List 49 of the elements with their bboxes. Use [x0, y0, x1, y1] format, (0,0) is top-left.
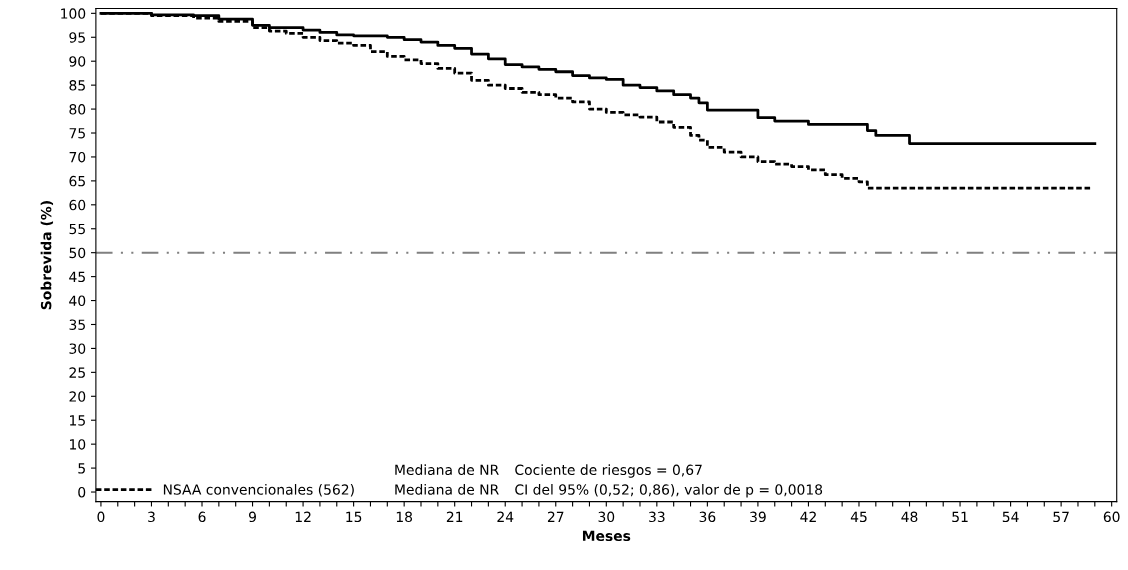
x-tick-label: 12 — [295, 511, 311, 522]
y-tick-label: 0 — [78, 486, 86, 498]
x-tick-label: 27 — [547, 511, 564, 522]
y-axis-title: Sobrevida (%) — [40, 201, 54, 310]
x-tick-label: 36 — [699, 511, 716, 523]
y-tick-label: 20 — [69, 391, 86, 402]
y-tick-label: 95 — [69, 32, 85, 43]
y-tick-label: 70 — [69, 151, 86, 163]
y-tick-label: 50 — [69, 247, 86, 259]
x-tick-label: 9 — [249, 511, 256, 523]
y-tick-label: 40 — [69, 295, 86, 307]
legend-label: NSAA convencionales (562) — [163, 484, 354, 497]
x-tick-label: 51 — [952, 511, 968, 523]
y-tick-label: 75 — [69, 128, 85, 139]
x-tick-label: 42 — [800, 511, 816, 522]
y-tick-label: 100 — [61, 8, 86, 19]
y-tick-label: 55 — [69, 223, 85, 235]
x-tick-label: 21 — [446, 511, 463, 522]
x-tick-label: 33 — [649, 511, 665, 523]
annotation: Mediana de NR — [395, 464, 499, 476]
y-tick-label: 15 — [70, 415, 85, 426]
y-tick-label: 45 — [69, 271, 85, 283]
x-tick-label: 48 — [901, 511, 918, 523]
x-tick-label: 0 — [97, 511, 105, 523]
y-tick-label: 5 — [78, 463, 85, 474]
annotation: Cociente de riesgos = 0,67 — [515, 464, 702, 478]
y-tick-label: 80 — [69, 104, 86, 115]
x-tick-label: 18 — [396, 511, 413, 523]
y-tick-label: 85 — [69, 80, 85, 91]
y-tick-label: 90 — [69, 56, 86, 67]
x-tick-label: 3 — [148, 511, 155, 523]
y-tick-label: 30 — [69, 343, 86, 354]
x-tick-label: 30 — [598, 511, 615, 523]
y-tick-label: 35 — [69, 319, 85, 330]
x-axis-title: Meses — [582, 530, 631, 542]
x-tick-label: 60 — [1103, 511, 1120, 523]
annotation: CI del 95% (0,52; 0,86), valor de p = 0,0018 — [515, 484, 823, 498]
x-tick-label: 54 — [1002, 511, 1019, 523]
x-tick-label: 39 — [750, 511, 766, 523]
x-tick-label: 57 — [1053, 511, 1069, 523]
x-tick-label: 15 — [346, 511, 362, 523]
y-tick-label: 10 — [70, 439, 86, 450]
y-tick-label: 65 — [69, 175, 85, 187]
x-tick-label: 24 — [497, 511, 514, 522]
x-tick-label: 45 — [850, 511, 867, 523]
annotation: Mediana de NR — [395, 484, 499, 495]
y-tick-label: 25 — [69, 367, 85, 378]
y-tick-label: 60 — [69, 199, 86, 211]
x-tick-label: 6 — [198, 511, 206, 523]
